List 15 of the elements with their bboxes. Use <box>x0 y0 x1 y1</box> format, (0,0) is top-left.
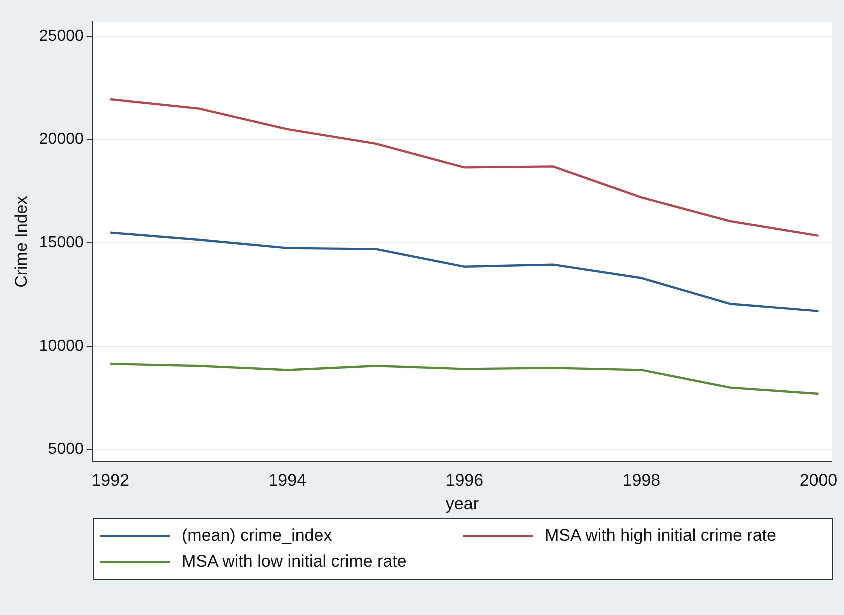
y-tick-label: 25000 <box>39 28 84 45</box>
x-tick-label: 1992 <box>92 471 130 490</box>
y-tick-label: 20000 <box>39 131 84 148</box>
x-tick-label: 2000 <box>800 471 838 490</box>
legend-label: MSA with low initial crime rate <box>182 552 407 572</box>
y-tick-label: 5000 <box>48 441 84 458</box>
legend-label: MSA with high initial crime rate <box>545 526 776 546</box>
x-tick-label: 1996 <box>446 471 484 490</box>
y-tick-label: 10000 <box>39 338 84 355</box>
x-axis-title: year <box>446 494 480 514</box>
x-tick-label: 1994 <box>268 471 307 490</box>
legend-label: (mean) crime_index <box>182 526 332 546</box>
x-tick-label: 1998 <box>622 471 661 490</box>
y-tick-label: 15000 <box>39 234 84 252</box>
y-axis-title: Crime Index <box>12 196 31 288</box>
